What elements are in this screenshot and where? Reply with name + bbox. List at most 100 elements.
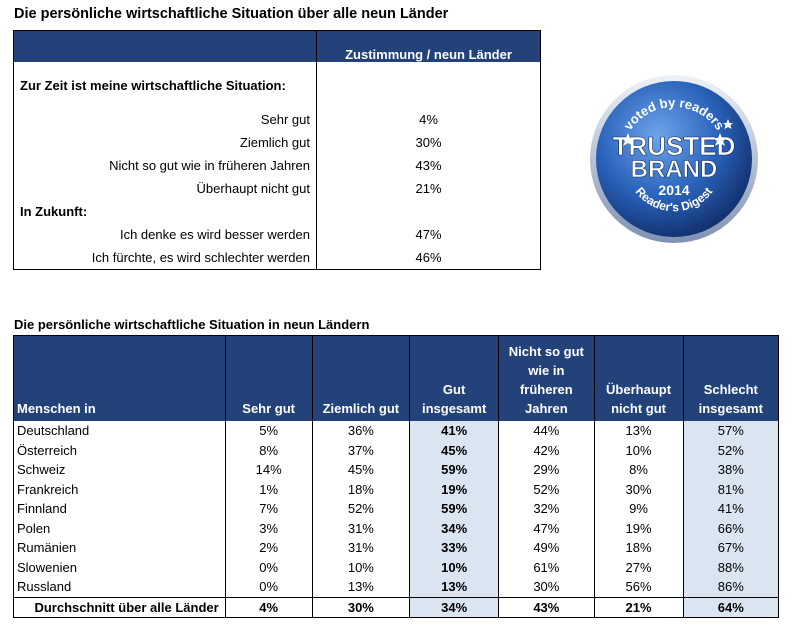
countries-title: Die persönliche wirtschaftliche Situatio… [14, 317, 369, 332]
cell-nicht-so-gut: 30% [499, 577, 594, 597]
cell-gut-insgesamt: 34% [410, 519, 499, 539]
cell-nicht-so-gut: 43% [499, 597, 594, 618]
table-row: Russland 0% 13% 13% 30% 56% 86% [14, 577, 779, 597]
cell-ziemlich-gut: 37% [312, 441, 409, 461]
row-value: 4% [317, 108, 541, 131]
cell-nicht-so-gut: 52% [499, 480, 594, 500]
cell-ziemlich-gut: 52% [312, 499, 409, 519]
cell-ueberhaupt-nicht-gut: 10% [594, 441, 683, 461]
cell-sehr-gut: 1% [225, 480, 312, 500]
row-label: Ziemlich gut [14, 131, 317, 154]
overall-table-header: Zustimmung / neun Länder [317, 31, 541, 63]
cell-gut-insgesamt: 59% [410, 499, 499, 519]
overall-table-header-empty [14, 31, 317, 63]
cell-schlecht-insgesamt: 41% [683, 499, 778, 519]
cell-gut-insgesamt: 33% [410, 538, 499, 558]
cell-schlecht-insgesamt: 57% [683, 421, 778, 441]
row-label: Nicht so gut wie in früheren Jahren [14, 154, 317, 177]
cell-gut-insgesamt: 13% [410, 577, 499, 597]
cell-ueberhaupt-nicht-gut: 30% [594, 480, 683, 500]
col-header-gut-insgesamt: Gut insgesamt [410, 336, 499, 422]
table-row: Schweiz 14% 45% 59% 29% 8% 38% [14, 460, 779, 480]
col-header-ueberhaupt-nicht-gut: Überhaupt nicht gut [594, 336, 683, 422]
overall-title: Die persönliche wirtschaftliche Situatio… [14, 6, 448, 22]
overall-row: Ich fürchte, es wird schlechter werden 46… [14, 246, 541, 270]
cell-country: Polen [14, 519, 226, 539]
overall-row: Ziemlich gut 30% [14, 131, 541, 154]
cell-country: Deutschland [14, 421, 226, 441]
table-row: Deutschland 5% 36% 41% 44% 13% 57% [14, 421, 779, 441]
row-value: 46% [317, 246, 541, 270]
row-value [317, 200, 541, 223]
cell-ueberhaupt-nicht-gut: 9% [594, 499, 683, 519]
row-label: Überhaupt nicht gut [14, 177, 317, 200]
cell-nicht-so-gut: 44% [499, 421, 594, 441]
col-header-country: Menschen in [14, 336, 226, 422]
cell-ueberhaupt-nicht-gut: 27% [594, 558, 683, 578]
section-label: Zur Zeit ist meine wirtschaftliche Situa… [14, 62, 317, 108]
cell-ueberhaupt-nicht-gut: 13% [594, 421, 683, 441]
col-header-ziemlich-gut: Ziemlich gut [312, 336, 409, 422]
cell-sehr-gut: 4% [225, 597, 312, 618]
countries-table: Menschen in Sehr gut Ziemlich gut Gut in… [13, 335, 779, 618]
cell-ziemlich-gut: 30% [312, 597, 409, 618]
cell-ueberhaupt-nicht-gut: 8% [594, 460, 683, 480]
cell-country: Schweiz [14, 460, 226, 480]
cell-ziemlich-gut: 45% [312, 460, 409, 480]
trusted-brand-badge: voted by readers TRUSTED BRAND 2014 Read… [588, 73, 760, 245]
cell-sehr-gut: 14% [225, 460, 312, 480]
row-label: Ich denke es wird besser werden [14, 223, 317, 246]
cell-ueberhaupt-nicht-gut: 19% [594, 519, 683, 539]
row-value: 43% [317, 154, 541, 177]
cell-ziemlich-gut: 31% [312, 519, 409, 539]
cell-ziemlich-gut: 10% [312, 558, 409, 578]
cell-nicht-so-gut: 42% [499, 441, 594, 461]
row-value [317, 62, 541, 108]
overall-row: Sehr gut 4% [14, 108, 541, 131]
cell-schlecht-insgesamt: 88% [683, 558, 778, 578]
cell-schlecht-insgesamt: 66% [683, 519, 778, 539]
cell-ziemlich-gut: 18% [312, 480, 409, 500]
cell-sehr-gut: 3% [225, 519, 312, 539]
cell-ziemlich-gut: 13% [312, 577, 409, 597]
cell-schlecht-insgesamt: 38% [683, 460, 778, 480]
table-row: Frankreich 1% 18% 19% 52% 30% 81% [14, 480, 779, 500]
cell-country: Österreich [14, 441, 226, 461]
cell-sehr-gut: 0% [225, 577, 312, 597]
overall-table: Zustimmung / neun Länder Zur Zeit ist me… [13, 30, 541, 270]
row-value: 30% [317, 131, 541, 154]
table-row: Österreich 8% 37% 45% 42% 10% 52% [14, 441, 779, 461]
cell-country: Rumänien [14, 538, 226, 558]
cell-country: Russland [14, 577, 226, 597]
cell-nicht-so-gut: 47% [499, 519, 594, 539]
row-value: 47% [317, 223, 541, 246]
badge-brand-text: BRAND [631, 156, 718, 183]
cell-nicht-so-gut: 32% [499, 499, 594, 519]
cell-schlecht-insgesamt: 52% [683, 441, 778, 461]
cell-nicht-so-gut: 49% [499, 538, 594, 558]
badge-year-text: 2014 [658, 182, 689, 198]
cell-schlecht-insgesamt: 64% [683, 597, 778, 618]
cell-nicht-so-gut: 29% [499, 460, 594, 480]
cell-gut-insgesamt: 41% [410, 421, 499, 441]
cell-country: Durchschnitt über alle Länder [14, 597, 226, 618]
cell-ueberhaupt-nicht-gut: 56% [594, 577, 683, 597]
overall-row: Ich denke es wird besser werden 47% [14, 223, 541, 246]
average-row: Durchschnitt über alle Länder 4% 30% 34% 43%… [14, 597, 779, 618]
cell-schlecht-insgesamt: 86% [683, 577, 778, 597]
cell-gut-insgesamt: 45% [410, 441, 499, 461]
cell-sehr-gut: 2% [225, 538, 312, 558]
cell-sehr-gut: 8% [225, 441, 312, 461]
cell-gut-insgesamt: 59% [410, 460, 499, 480]
col-header-schlecht-insgesamt: Schlecht insgesamt [683, 336, 778, 422]
cell-sehr-gut: 0% [225, 558, 312, 578]
row-value: 21% [317, 177, 541, 200]
cell-ueberhaupt-nicht-gut: 21% [594, 597, 683, 618]
table-row: Rumänien 2% 31% 33% 49% 18% 67% [14, 538, 779, 558]
cell-schlecht-insgesamt: 81% [683, 480, 778, 500]
cell-gut-insgesamt: 19% [410, 480, 499, 500]
cell-gut-insgesamt: 10% [410, 558, 499, 578]
cell-country: Slowenien [14, 558, 226, 578]
cell-ziemlich-gut: 31% [312, 538, 409, 558]
cell-sehr-gut: 7% [225, 499, 312, 519]
